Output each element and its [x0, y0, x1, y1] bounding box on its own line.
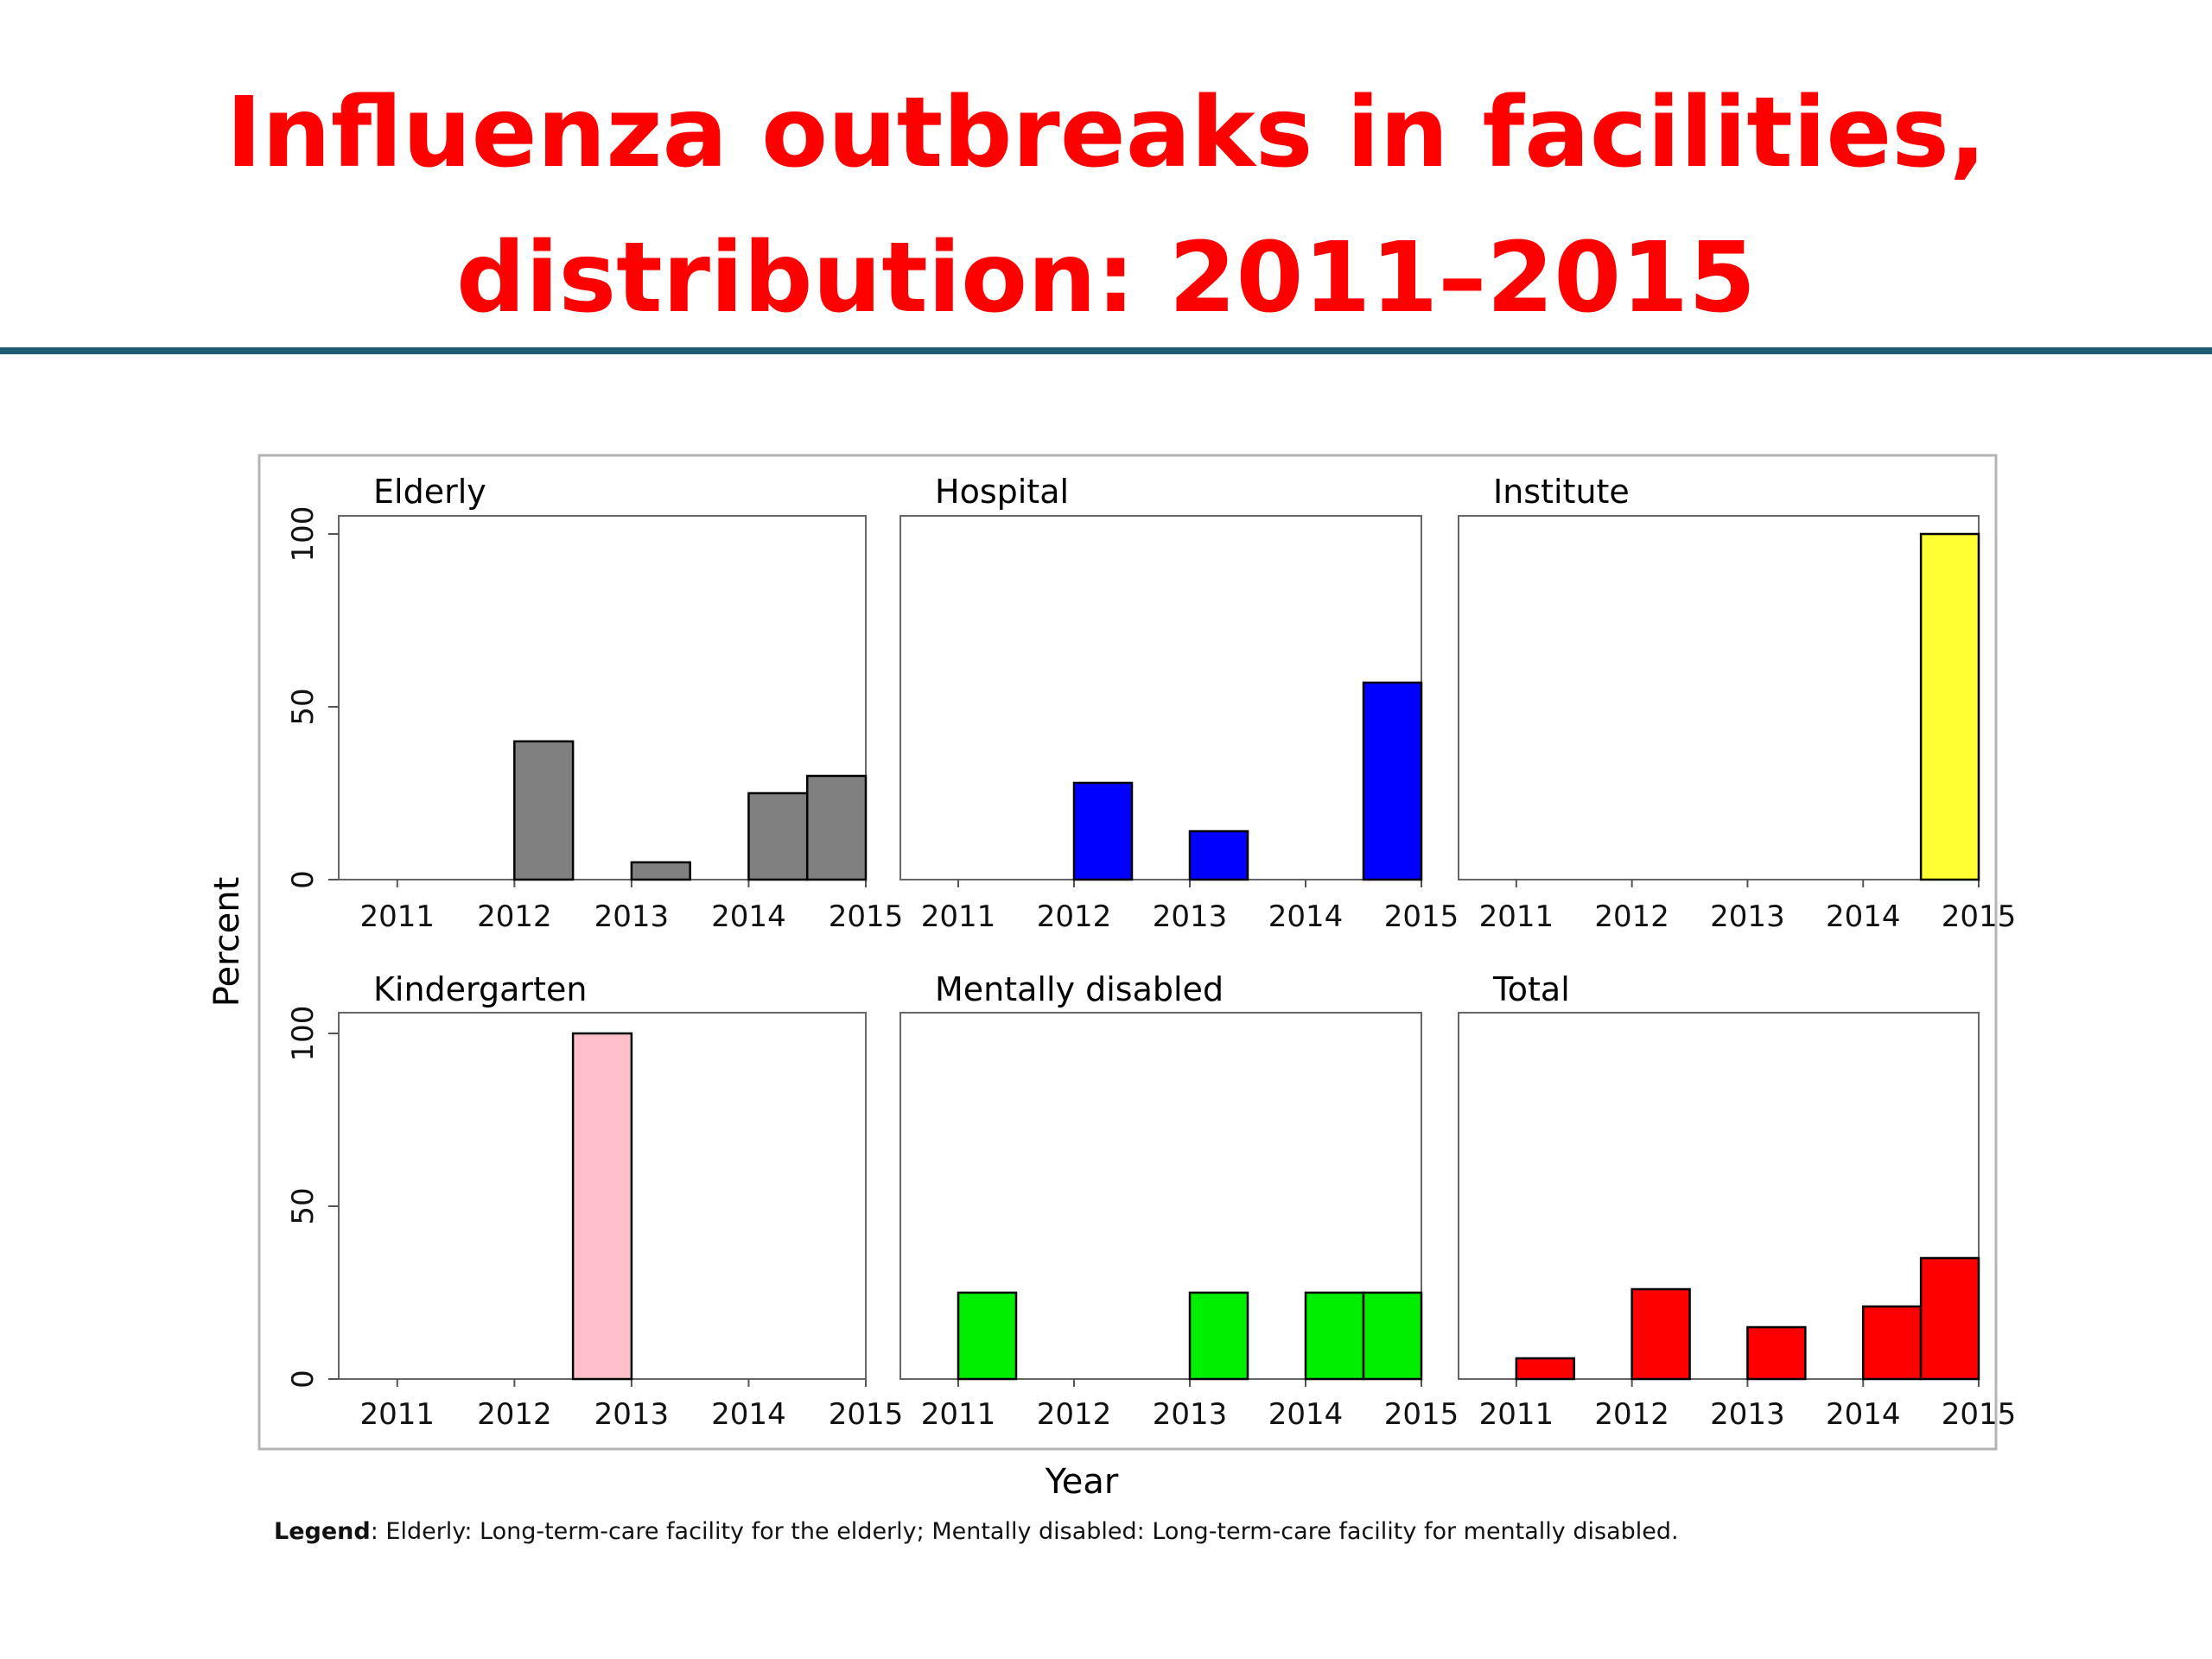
- x-tick-label: 2014: [1268, 899, 1344, 934]
- bar-institute: [1919, 532, 1980, 881]
- panel-title: Institute: [1493, 473, 1630, 511]
- panel-box: [899, 515, 1422, 880]
- x-tick-label: 2011: [360, 1397, 435, 1432]
- bar-total: [1919, 1256, 1980, 1381]
- bar-total: [1630, 1287, 1691, 1381]
- x-tick-label: 2014: [711, 899, 786, 934]
- x-tick-label: 2013: [1153, 1397, 1228, 1432]
- x-tick-label: 2011: [1479, 899, 1554, 934]
- x-tick-label: 2015: [1384, 899, 1459, 934]
- x-tick-label: 2012: [1037, 1397, 1112, 1432]
- x-tick-label: 2011: [921, 1397, 996, 1432]
- legend-note-label: Legend: [274, 1518, 371, 1545]
- bar-hospital: [1188, 830, 1249, 881]
- panel-title: Kindergarten: [373, 970, 587, 1008]
- y-tick-label: 100: [286, 1006, 321, 1062]
- y-tick-label: 100: [286, 506, 321, 563]
- bar-elderly: [513, 740, 575, 881]
- bar-elderly: [805, 774, 868, 881]
- x-tick-label: 2013: [1710, 899, 1785, 934]
- bar-mentally-disabled: [1362, 1291, 1423, 1381]
- slide-title-line1: Influenza outbreaks in facilities,: [226, 77, 1986, 189]
- bar-elderly: [747, 791, 809, 881]
- panel-title: Hospital: [935, 473, 1069, 511]
- bar-hospital: [1072, 781, 1134, 881]
- x-tick-label: 2014: [711, 1397, 786, 1432]
- x-tick-label: 2014: [1826, 899, 1901, 934]
- panel-title: Mentally disabled: [935, 970, 1224, 1008]
- bar-mentally-disabled: [1304, 1291, 1365, 1381]
- panel-title: Elderly: [373, 473, 486, 511]
- x-tick-label: 2013: [594, 899, 670, 934]
- x-tick-label: 2015: [1942, 899, 2017, 934]
- legend-note-text: : Elderly: Long-term-care facility for t…: [370, 1518, 1679, 1545]
- panel-kindergarten: Kindergarten 2011 2012 2013 2014 2015 0 50 100: [286, 970, 903, 1432]
- x-tick-label: 2015: [829, 899, 904, 934]
- x-tick-label: 2013: [1153, 899, 1228, 934]
- panel-title: Total: [1492, 970, 1570, 1008]
- title-divider: [0, 347, 2212, 354]
- x-tick-label: 2011: [360, 899, 435, 934]
- bar-elderly: [630, 861, 691, 881]
- bar-total: [1861, 1305, 1923, 1381]
- panel-box: [1458, 515, 1980, 880]
- x-tick-label: 2014: [1826, 1397, 1901, 1432]
- panel-total: Total 2011 2012 2013 2014 2015: [1458, 970, 2017, 1432]
- legend-note: Legend: Elderly: Long-term-care facility…: [274, 1518, 1679, 1545]
- slide-title-line2: distribution: 2011–2015: [455, 222, 1757, 334]
- bar-mentally-disabled: [1188, 1291, 1249, 1381]
- x-tick-label: 2012: [1037, 899, 1112, 934]
- x-tick-label: 2015: [1942, 1397, 2017, 1432]
- x-tick-label: 2012: [1594, 899, 1669, 934]
- bar-total: [1746, 1325, 1807, 1381]
- bar-mentally-disabled: [957, 1291, 1018, 1381]
- bar-total: [1515, 1357, 1576, 1381]
- panel-hospital: Hospital 2011 2012 2013 2014 2015: [899, 473, 1459, 934]
- x-tick-label: 2015: [1384, 1397, 1459, 1432]
- x-tick-label: 2013: [1710, 1397, 1785, 1432]
- panel-elderly: Elderly 2011 2012 2013 2014 2015 0 50 100: [286, 473, 903, 934]
- x-axis-label: Year: [1045, 1462, 1119, 1502]
- x-tick-label: 2011: [921, 899, 996, 934]
- y-tick-label: 0: [286, 1370, 321, 1389]
- x-tick-label: 2012: [1594, 1397, 1669, 1432]
- x-tick-label: 2012: [477, 1397, 552, 1432]
- x-tick-label: 2015: [829, 1397, 904, 1432]
- y-tick-label: 50: [286, 1187, 321, 1224]
- y-axis-label: Percent: [207, 877, 247, 1007]
- y-tick-label: 50: [286, 688, 321, 725]
- y-tick-label: 0: [286, 870, 321, 889]
- panel-institute: Institute 2011 2012 2013 2014 2015: [1458, 473, 2017, 934]
- bar-kindergarten: [571, 1032, 633, 1381]
- x-tick-label: 2012: [477, 899, 552, 934]
- panel-mentally-disabled: Mentally disabled 2011 2012 2013 2014 2015: [899, 970, 1459, 1432]
- bar-hospital: [1362, 681, 1423, 881]
- x-tick-label: 2013: [594, 1397, 670, 1432]
- x-tick-label: 2011: [1479, 1397, 1554, 1432]
- x-tick-label: 2014: [1268, 1397, 1344, 1432]
